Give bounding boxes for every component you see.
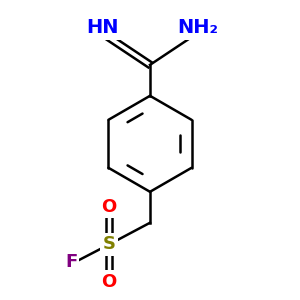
- Text: NH₂: NH₂: [178, 18, 218, 37]
- Text: S: S: [103, 236, 116, 253]
- Text: O: O: [101, 273, 117, 291]
- Text: O: O: [101, 198, 117, 216]
- Text: HN: HN: [86, 18, 118, 37]
- Text: F: F: [65, 253, 77, 271]
